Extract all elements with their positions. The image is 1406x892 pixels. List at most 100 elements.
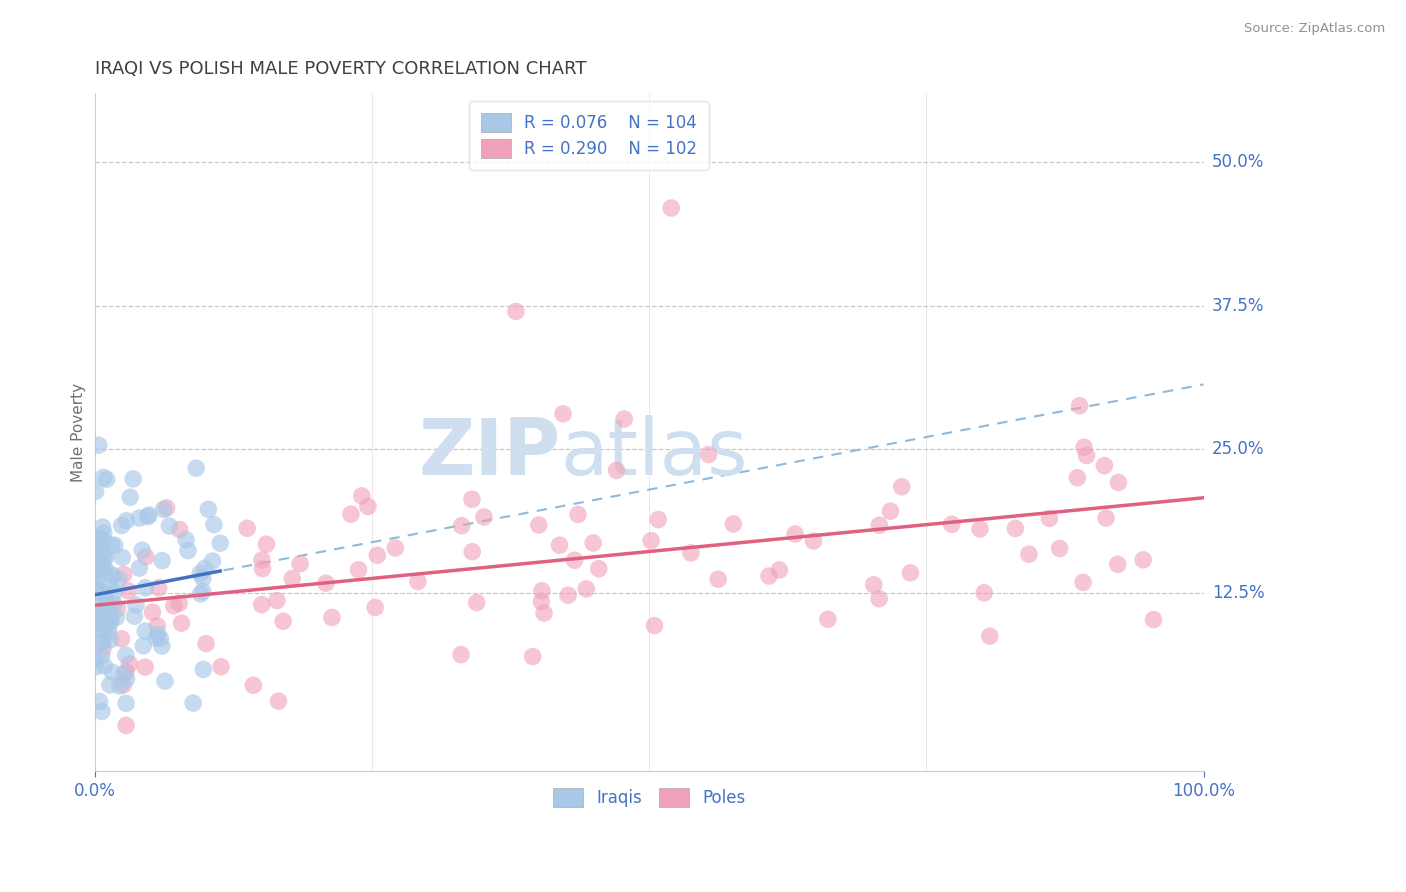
Point	[188, 566, 211, 581]
Point	[879, 504, 901, 518]
Point	[1073, 440, 1095, 454]
Point	[117, 583, 139, 598]
Point	[1095, 511, 1118, 525]
Point	[86, 575, 108, 590]
Point	[817, 612, 839, 626]
Point	[281, 571, 304, 585]
Point	[979, 629, 1001, 643]
Point	[582, 536, 605, 550]
Point	[191, 584, 214, 599]
Point	[94, 549, 117, 564]
Point	[156, 500, 179, 515]
Point	[91, 614, 114, 628]
Point	[112, 678, 135, 692]
Point	[194, 561, 217, 575]
Point	[1004, 521, 1026, 535]
Point	[170, 616, 193, 631]
Y-axis label: Male Poverty: Male Poverty	[72, 383, 86, 482]
Point	[461, 545, 484, 559]
Point	[112, 667, 135, 681]
Point	[84, 660, 107, 674]
Point	[90, 604, 112, 618]
Point	[157, 519, 180, 533]
Point	[209, 536, 232, 550]
Point	[530, 594, 553, 608]
Point	[111, 550, 134, 565]
Point	[659, 201, 682, 215]
Point	[186, 461, 208, 475]
Point	[149, 632, 172, 646]
Point	[90, 615, 112, 629]
Point	[169, 523, 191, 537]
Point	[321, 610, 343, 624]
Point	[1049, 541, 1071, 556]
Point	[527, 518, 550, 533]
Point	[1038, 511, 1060, 525]
Point	[138, 508, 160, 522]
Point	[122, 472, 145, 486]
Point	[193, 662, 215, 676]
Point	[384, 541, 406, 555]
Point	[132, 639, 155, 653]
Point	[364, 600, 387, 615]
Point	[136, 509, 159, 524]
Point	[134, 624, 156, 638]
Point	[357, 500, 380, 514]
Point	[209, 659, 232, 673]
Point	[83, 652, 105, 666]
Point	[707, 572, 730, 586]
Point	[202, 517, 225, 532]
Point	[103, 585, 125, 599]
Point	[96, 472, 118, 486]
Point	[1132, 553, 1154, 567]
Point	[87, 537, 110, 551]
Point	[94, 586, 117, 600]
Point	[236, 521, 259, 535]
Point	[150, 553, 173, 567]
Point	[91, 642, 114, 657]
Point	[115, 672, 138, 686]
Point	[105, 610, 128, 624]
Point	[191, 571, 214, 585]
Point	[1092, 458, 1115, 473]
Point	[90, 541, 112, 555]
Point	[640, 533, 662, 548]
Point	[98, 678, 121, 692]
Point	[201, 554, 224, 568]
Point	[89, 532, 111, 546]
Point	[254, 537, 277, 551]
Point	[174, 533, 197, 547]
Point	[100, 567, 122, 582]
Point	[115, 665, 138, 679]
Point	[564, 553, 586, 567]
Text: 12.5%: 12.5%	[1212, 584, 1264, 602]
Point	[145, 631, 167, 645]
Point	[86, 545, 108, 559]
Point	[101, 665, 124, 680]
Point	[90, 606, 112, 620]
Point	[91, 558, 114, 572]
Point	[97, 625, 120, 640]
Point	[91, 634, 114, 648]
Point	[112, 567, 135, 582]
Point	[104, 538, 127, 552]
Point	[1066, 471, 1088, 485]
Point	[1076, 449, 1098, 463]
Point	[84, 580, 107, 594]
Point	[125, 598, 148, 612]
Point	[153, 674, 176, 689]
Point	[90, 636, 112, 650]
Point	[124, 609, 146, 624]
Point	[134, 581, 156, 595]
Point	[472, 510, 495, 524]
Point	[91, 608, 114, 623]
Point	[91, 520, 114, 534]
Point	[115, 648, 138, 663]
Point	[87, 558, 110, 573]
Point	[548, 538, 571, 552]
Point	[90, 705, 112, 719]
Point	[87, 599, 110, 614]
Point	[128, 561, 150, 575]
Point	[242, 678, 264, 692]
Point	[606, 463, 628, 477]
